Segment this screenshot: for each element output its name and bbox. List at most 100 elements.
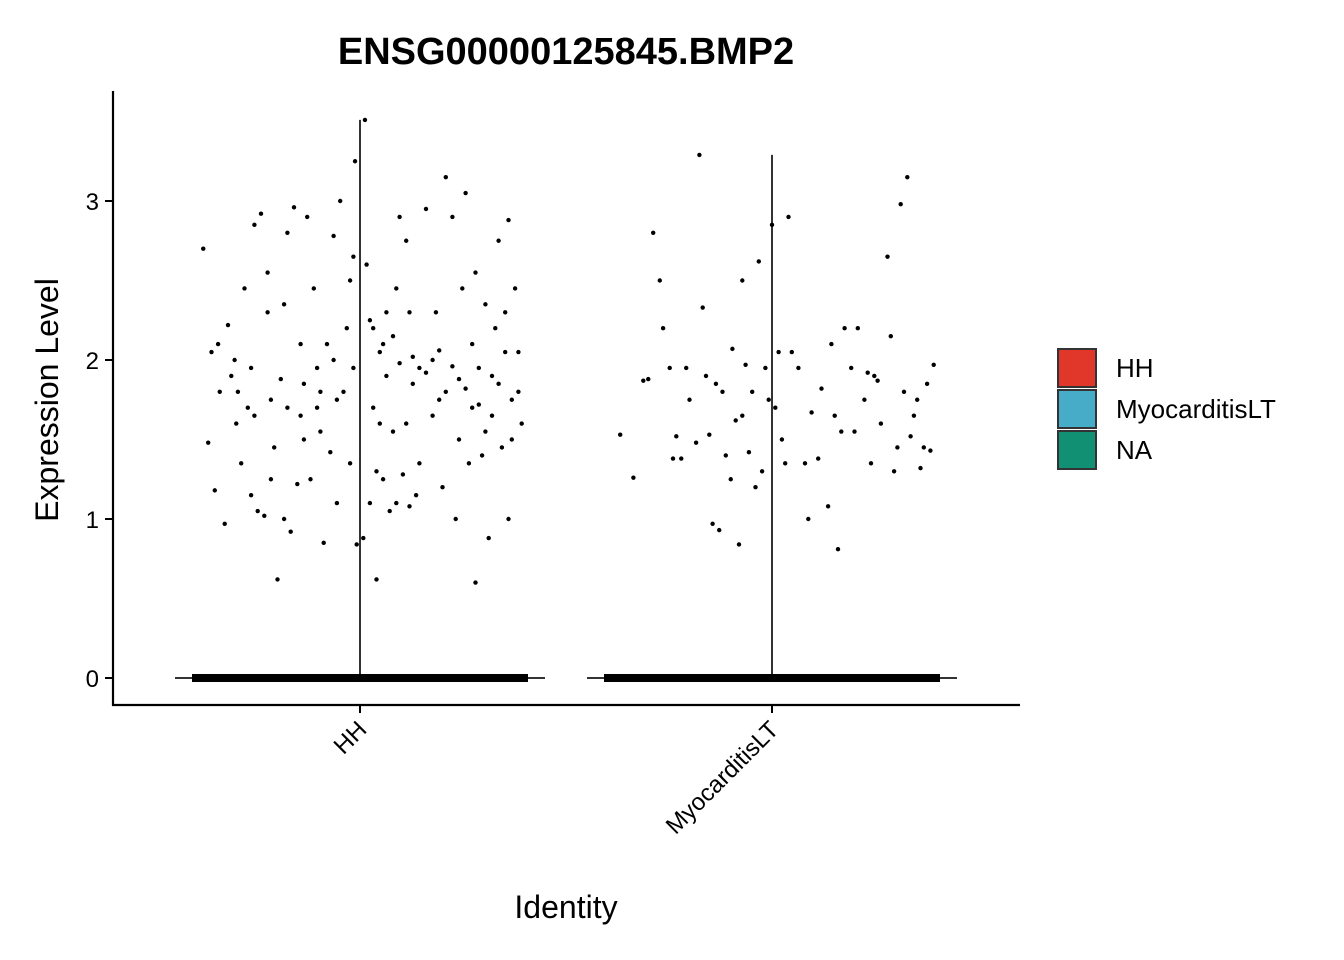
data-point	[740, 413, 745, 418]
data-point	[786, 214, 791, 220]
x-axis-ticks: HH MyocarditisLT	[329, 705, 785, 840]
data-point	[493, 326, 498, 331]
data-point	[394, 286, 399, 291]
data-point	[723, 453, 728, 458]
data-point	[657, 278, 662, 283]
data-point	[839, 429, 844, 434]
data-point	[314, 365, 320, 371]
data-point	[209, 349, 214, 355]
data-point	[618, 432, 623, 437]
data-point	[728, 477, 733, 482]
zero-points-band	[192, 674, 528, 682]
data-point	[759, 469, 765, 474]
data-point	[347, 278, 353, 283]
data-point	[285, 230, 290, 235]
data-point	[720, 389, 725, 394]
data-point	[470, 405, 475, 410]
data-point	[460, 286, 465, 291]
data-point	[364, 262, 369, 267]
data-point	[769, 222, 775, 228]
data-point	[783, 461, 788, 466]
data-point	[248, 365, 254, 371]
data-point	[703, 373, 709, 379]
data-point	[631, 475, 636, 480]
data-point	[413, 492, 419, 498]
data-point	[476, 365, 481, 371]
data-point	[700, 305, 705, 310]
data-point	[496, 381, 501, 387]
data-point	[816, 456, 821, 461]
data-point	[931, 362, 936, 367]
data-point	[509, 437, 514, 442]
data-point	[802, 461, 808, 466]
legend-item: NA	[1057, 430, 1153, 470]
data-point	[239, 461, 244, 466]
data-point	[404, 238, 409, 243]
data-point	[384, 310, 389, 315]
y-tick-label: 1	[86, 507, 99, 534]
data-point	[245, 405, 250, 410]
data-point	[895, 445, 900, 450]
data-point	[852, 429, 857, 434]
data-point	[362, 117, 368, 123]
y-tick-label: 3	[86, 189, 99, 216]
data-point	[651, 230, 656, 235]
data-point	[829, 341, 834, 347]
data-point	[918, 465, 923, 471]
data-point	[225, 322, 231, 328]
data-point	[440, 485, 445, 490]
y-axis-title: Expression Level	[29, 278, 65, 522]
data-point	[519, 421, 524, 426]
y-axis-ticks: 0 1 2 3	[86, 189, 113, 693]
data-point	[809, 410, 814, 415]
data-point	[341, 389, 346, 394]
data-point	[301, 381, 307, 387]
data-point	[338, 198, 343, 204]
data-point	[248, 492, 254, 498]
x-tick-label: MyocarditisLT	[661, 716, 785, 840]
data-point	[311, 286, 316, 291]
data-point	[407, 310, 412, 315]
violin-group-MyocarditisLT	[587, 152, 957, 682]
data-point	[384, 373, 389, 379]
data-point	[272, 445, 277, 450]
data-point	[898, 201, 903, 207]
data-point	[380, 477, 386, 482]
data-point	[212, 488, 217, 493]
data-point	[733, 418, 738, 423]
data-point	[361, 535, 366, 541]
data-point	[753, 485, 758, 490]
data-point	[687, 397, 692, 402]
data-point	[374, 469, 379, 474]
data-point	[872, 373, 877, 379]
data-point	[476, 402, 481, 407]
data-point	[776, 349, 781, 355]
data-point	[911, 413, 917, 418]
data-point	[410, 354, 415, 360]
data-point	[437, 397, 442, 402]
data-point	[334, 500, 340, 506]
data-point	[390, 429, 396, 434]
data-point	[334, 397, 340, 402]
legend-item: MyocarditisLT	[1057, 389, 1276, 429]
data-point	[736, 542, 742, 547]
data-point	[479, 453, 485, 458]
data-point	[901, 389, 907, 394]
chart-title: ENSG00000125845.BMP2	[338, 31, 794, 73]
data-point	[915, 397, 920, 402]
data-point	[806, 516, 811, 522]
data-point	[819, 386, 824, 391]
data-point	[255, 508, 260, 514]
data-point	[743, 362, 748, 367]
data-point	[473, 580, 478, 585]
data-point	[496, 238, 501, 243]
data-point	[779, 437, 785, 442]
data-point	[252, 413, 257, 418]
data-point	[262, 513, 267, 519]
data-point	[328, 450, 333, 455]
data-point	[206, 440, 211, 445]
data-point	[905, 174, 910, 180]
data-point	[891, 469, 897, 474]
data-point	[331, 357, 336, 363]
